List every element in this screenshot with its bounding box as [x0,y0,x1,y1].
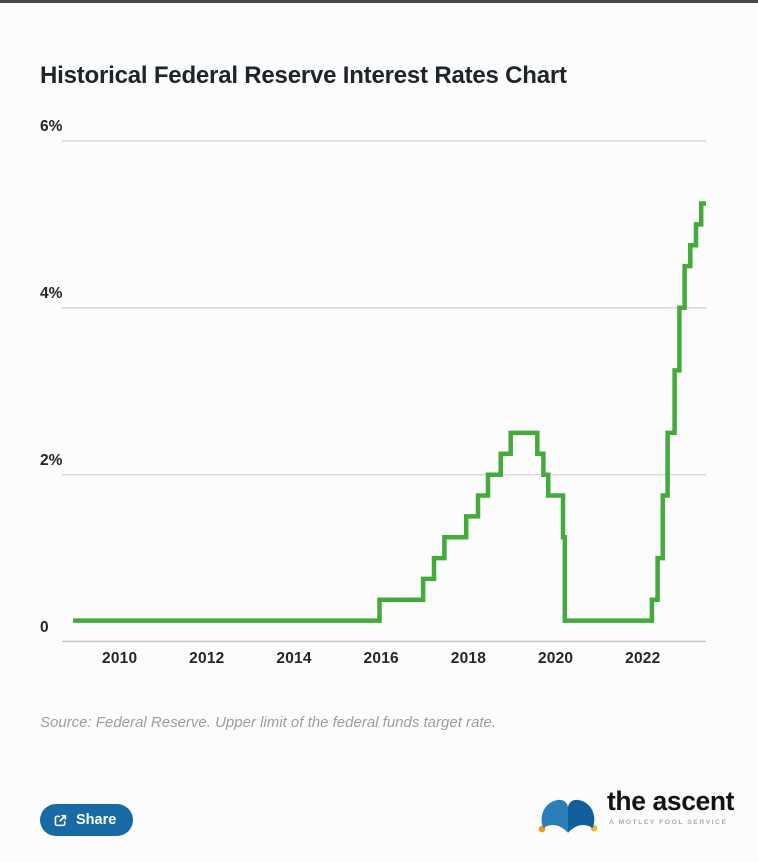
chart-title: Historical Federal Reserve Interest Rate… [40,62,567,90]
y-tick-label: 2% [40,451,63,469]
share-export-icon [53,813,68,828]
x-tick-label: 2016 [363,650,399,667]
fed-funds-rate-line [73,201,706,623]
x-tick-label: 2010 [101,650,138,667]
brand-text-block: the ascent A MOTLEY FOOL SERVICE [607,786,734,826]
x-tick-label: 2018 [450,650,487,667]
brand-tagline: A MOTLEY FOOL SERVICE [609,819,728,827]
y-tick-label: 4% [40,284,63,302]
jester-hat-icon [538,799,598,833]
the-ascent-logo[interactable]: the ascent A MOTLEY FOOL SERVICE [537,786,734,837]
y-tick-label: 0 [40,618,49,636]
x-tick-label: 2012 [189,650,225,667]
x-tick-label: 2014 [276,650,312,667]
y-tick-label: 6% [40,117,63,135]
top-divider-bar [0,0,758,3]
source-note: Source: Federal Reserve. Upper limit of … [40,714,497,731]
share-button[interactable]: Share [40,804,134,836]
share-button-label: Share [76,812,117,828]
gridlines-layer [62,140,706,643]
brand-name: the ascent [607,786,735,816]
x-tick-label: 2020 [537,650,574,667]
x-tick-label: 2022 [625,650,661,667]
